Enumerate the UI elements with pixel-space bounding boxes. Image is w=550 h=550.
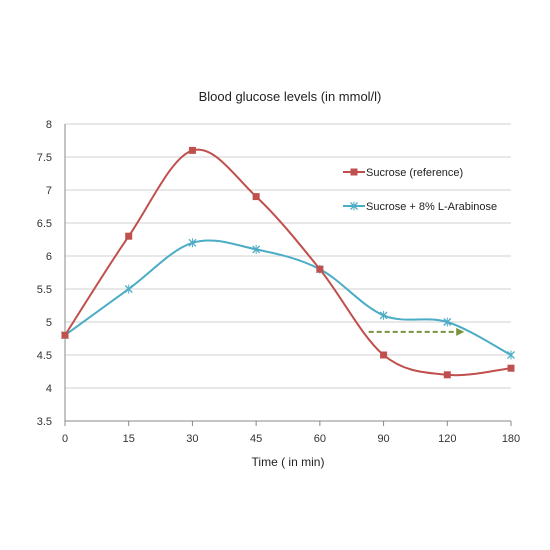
y-tick-label: 7 xyxy=(46,185,52,197)
data-point xyxy=(316,265,324,273)
data-point xyxy=(379,310,388,320)
y-tick-label: 8 xyxy=(46,119,52,131)
data-point xyxy=(61,331,69,339)
data-point xyxy=(188,146,196,154)
series-line xyxy=(64,239,512,356)
data-point xyxy=(124,284,133,294)
x-tick-label: 90 xyxy=(377,433,389,445)
legend-item: Sucrose (reference) xyxy=(343,167,463,179)
data-point xyxy=(252,193,260,201)
y-tick-labels: 3.5 4 4.5 5 5.5 6 6.5 7 7.5 8 xyxy=(37,119,52,428)
x-tick-label: 180 xyxy=(502,433,520,445)
data-point xyxy=(125,232,133,240)
x-tick-label: 0 xyxy=(62,433,68,445)
data-point xyxy=(380,351,388,359)
x-tick-label: 60 xyxy=(314,433,326,445)
data-point xyxy=(443,371,451,379)
y-tick-label: 3.5 xyxy=(37,416,52,428)
x-tick-label: 15 xyxy=(123,433,135,445)
series-1 xyxy=(61,146,515,379)
y-tick-label: 5.5 xyxy=(37,284,52,296)
legend-marker xyxy=(350,168,358,176)
data-point xyxy=(507,350,515,360)
x-tick-label: 120 xyxy=(438,433,456,445)
x-axis-title: Time ( in min) xyxy=(252,455,325,469)
data-point xyxy=(443,317,452,327)
x-tick-labels: 0 15 30 45 60 90 120 180 xyxy=(62,433,520,445)
legend: Sucrose (reference) Sucrose + 8% L-Arabin… xyxy=(343,167,497,213)
y-tick-label: 7.5 xyxy=(37,152,52,164)
y-tick-label: 6.5 xyxy=(37,218,52,230)
y-tick-label: 6 xyxy=(46,251,52,263)
axes xyxy=(64,124,512,426)
x-tick-label: 45 xyxy=(250,433,262,445)
series-line xyxy=(64,148,512,377)
legend-label: Sucrose (reference) xyxy=(366,167,463,179)
data-point xyxy=(507,364,515,372)
y-tick-label: 4 xyxy=(46,383,52,395)
y-tick-label: 4.5 xyxy=(37,350,52,362)
data-point xyxy=(252,244,261,254)
series-layer xyxy=(61,146,515,379)
legend-item: Sucrose + 8% L-Arabinose xyxy=(343,201,497,213)
y-tick-label: 5 xyxy=(46,317,52,329)
x-tick-label: 30 xyxy=(186,433,198,445)
data-point xyxy=(188,238,197,248)
chart-title: Blood glucose levels (in mmol/l) xyxy=(199,89,382,104)
legend-marker xyxy=(350,201,358,211)
legend-label: Sucrose + 8% L-Arabinose xyxy=(366,201,497,213)
